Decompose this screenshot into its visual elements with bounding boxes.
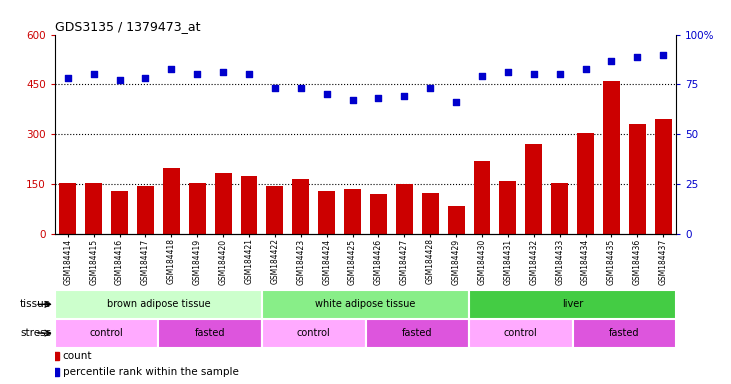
Bar <box>370 194 387 234</box>
Bar <box>572 319 676 348</box>
Text: liver: liver <box>562 299 583 310</box>
Bar <box>366 319 469 348</box>
Text: tissue: tissue <box>20 299 51 310</box>
Text: control: control <box>90 328 124 338</box>
Text: stress: stress <box>20 328 51 338</box>
Bar <box>59 183 76 234</box>
Point <box>605 58 617 64</box>
Bar <box>292 179 309 234</box>
Text: control: control <box>504 328 538 338</box>
Point <box>425 85 436 91</box>
Bar <box>262 290 469 319</box>
Text: fasted: fasted <box>195 328 225 338</box>
Point <box>554 71 566 78</box>
Bar <box>111 191 128 234</box>
Text: control: control <box>297 328 330 338</box>
Bar <box>86 183 102 234</box>
Point <box>217 70 229 76</box>
Point <box>398 93 410 99</box>
Bar <box>396 184 413 234</box>
Bar <box>447 206 464 234</box>
Point <box>502 70 514 76</box>
Bar <box>603 81 620 234</box>
Point <box>192 71 203 78</box>
Bar <box>159 319 262 348</box>
Bar <box>499 181 516 234</box>
Text: brown adipose tissue: brown adipose tissue <box>107 299 211 310</box>
Bar <box>629 124 645 234</box>
Point <box>62 75 74 81</box>
Bar <box>344 189 361 234</box>
Text: fasted: fasted <box>402 328 433 338</box>
Bar <box>469 290 676 319</box>
Bar <box>526 144 542 234</box>
Point <box>114 78 126 84</box>
Text: fasted: fasted <box>609 328 640 338</box>
Point <box>373 95 385 101</box>
Point <box>528 71 539 78</box>
Bar <box>163 168 180 234</box>
Bar <box>137 186 154 234</box>
Point <box>295 85 306 91</box>
Bar <box>267 186 284 234</box>
Point <box>243 71 255 78</box>
Point <box>580 65 591 71</box>
Bar <box>240 176 257 234</box>
Bar <box>655 119 672 234</box>
Point <box>88 71 99 78</box>
Bar <box>262 319 366 348</box>
Point <box>321 91 333 98</box>
Bar <box>551 183 568 234</box>
Point <box>657 51 669 58</box>
Bar <box>55 290 262 319</box>
Text: count: count <box>63 351 92 361</box>
Text: GDS3135 / 1379473_at: GDS3135 / 1379473_at <box>55 20 200 33</box>
Bar <box>189 183 205 234</box>
Bar <box>55 319 159 348</box>
Point <box>165 65 177 71</box>
Bar <box>422 193 439 234</box>
Bar <box>318 191 335 234</box>
Bar <box>215 173 232 234</box>
Point <box>476 73 488 79</box>
Point <box>346 98 358 104</box>
Text: percentile rank within the sample: percentile rank within the sample <box>63 367 238 377</box>
Point <box>140 75 151 81</box>
Point <box>450 99 462 106</box>
Bar <box>474 161 491 234</box>
Bar <box>577 133 594 234</box>
Text: white adipose tissue: white adipose tissue <box>315 299 416 310</box>
Bar <box>469 319 572 348</box>
Point <box>269 85 281 91</box>
Point <box>632 53 643 60</box>
